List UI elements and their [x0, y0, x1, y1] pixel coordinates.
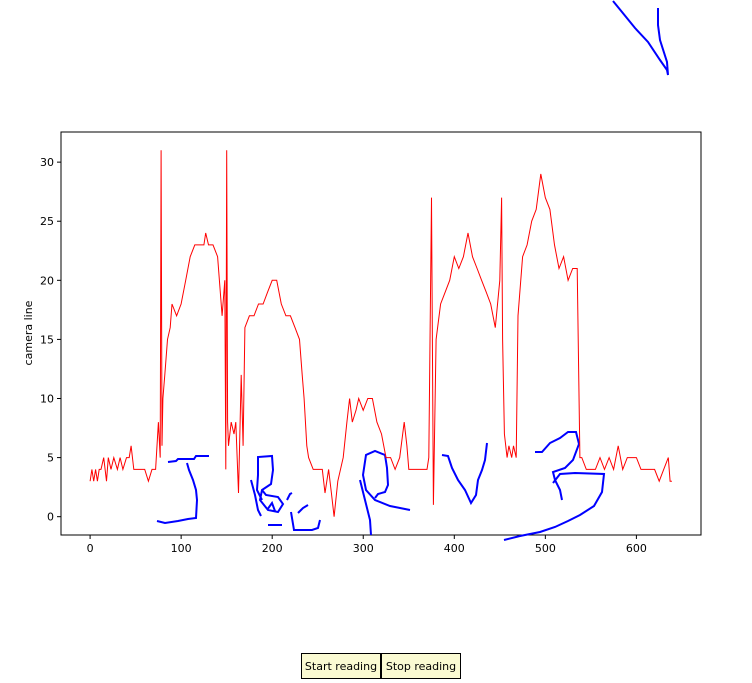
axes-frame	[60, 131, 702, 536]
x-tick-label: 500	[535, 542, 556, 555]
start-button[interactable]: Start reading	[301, 653, 381, 679]
stop-button[interactable]: Stop reading	[381, 653, 461, 679]
x-tick-label: 600	[626, 542, 647, 555]
scribbles	[156, 0, 669, 541]
x-tick-label: 400	[444, 542, 465, 555]
y-tick-label: 20	[40, 274, 54, 287]
x-tick-label: 200	[262, 542, 283, 555]
y-tick-label: 15	[40, 333, 54, 346]
figure: camera line 0 100 200 300 400 500 600 0 5 10 15 20 2…	[22, 0, 702, 555]
y-tick-label: 10	[40, 393, 54, 406]
y-tick-label: 0	[47, 511, 54, 524]
x-tick-label: 300	[353, 542, 374, 555]
x-tick-label: 0	[87, 542, 94, 555]
data-line	[89, 150, 672, 517]
y-axis-label: camera line	[22, 300, 35, 365]
x-tick-label: 100	[171, 542, 192, 555]
y-tick-label: 5	[47, 452, 54, 465]
y-tick-label: 30	[40, 156, 54, 169]
y-tick-label: 25	[40, 215, 54, 228]
